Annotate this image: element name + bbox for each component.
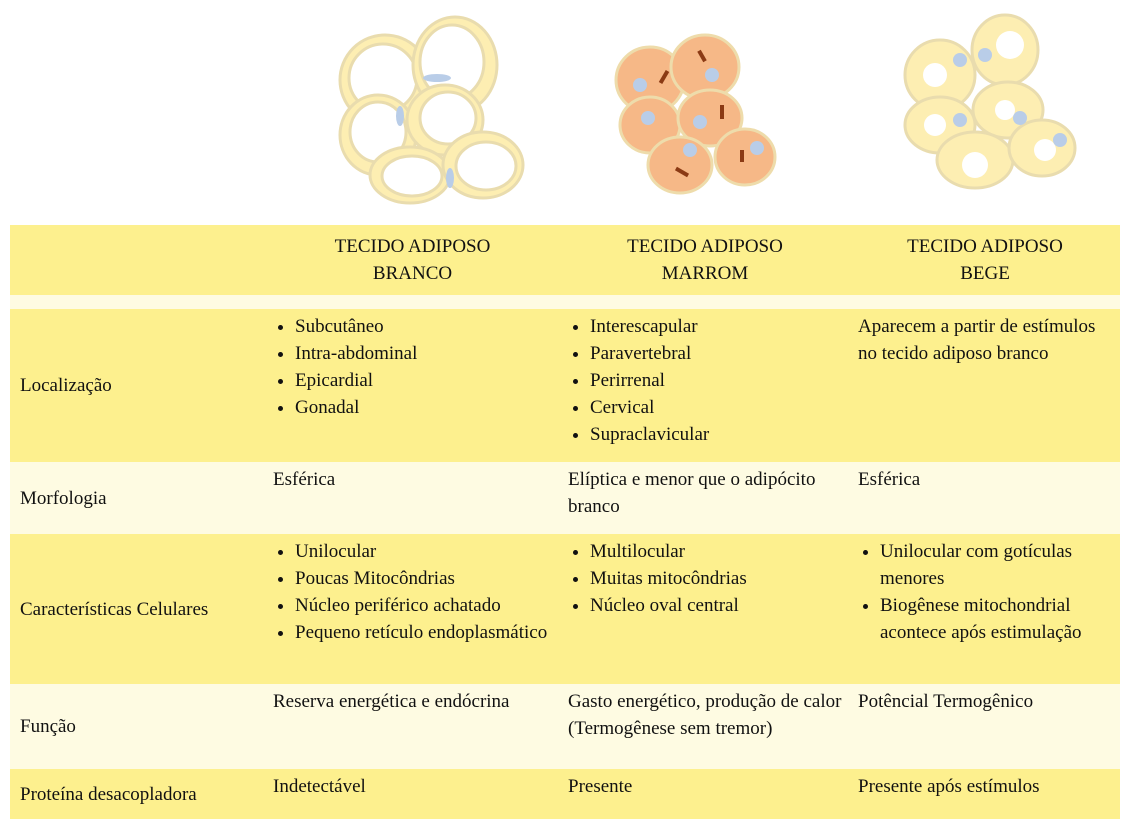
table-cell: Presente [560,769,850,819]
bullet-list: Unilocular com gotículas menoresBiogênes… [858,538,1112,646]
bullet-item: Multilocular [590,538,842,565]
row-label: Proteína desacopladora [10,769,265,819]
table-cell: Elíptica e menor que o adipócito branco [560,462,850,534]
table-cell: Gasto energético, produção de calor (Ter… [560,684,850,769]
bullet-item: Epicardial [295,367,552,394]
bullet-item: Núcleo oval central [590,592,842,619]
header-row: TECIDO ADIPOSO BRANCO TECIDO ADIPOSO MAR… [10,225,1120,295]
bullet-item: Pequeno retículo endoplasmático [295,619,552,646]
table-cell: InterescapularParavertebralPerirrenalCer… [560,309,850,462]
cell-text: Potêncial Termogênico [858,691,1034,712]
table-cell: Esférica [265,462,560,534]
row-label: Função [10,684,265,769]
table-cell: MultilocularMuitas mitocôndriasNúcleo ov… [560,534,850,684]
table-cell: SubcutâneoIntra-abdominalEpicardialGonad… [265,309,560,462]
table-cell: Esférica [850,462,1120,534]
row-label: Características Celulares [10,534,265,684]
table-cell: Unilocular com gotículas menoresBiogênes… [850,534,1120,684]
table-row: Características CelularesUnilocularPouca… [10,534,1120,684]
brown-adipocytes [614,33,777,195]
bullet-list: SubcutâneoIntra-abdominalEpicardialGonad… [273,313,552,421]
header-corner [10,225,265,295]
beige-adipocytes [903,13,1077,190]
bullet-item: Intra-abdominal [295,340,552,367]
table-cell: Indetectável [265,769,560,819]
table-row: LocalizaçãoSubcutâneoIntra-abdominalEpic… [10,309,1120,462]
bullet-item: Unilocular com gotículas menores [880,538,1112,592]
bullet-item: Gonadal [295,394,552,421]
bullet-item: Biogênese mitochondrial acontece após es… [880,592,1112,646]
bullet-item: Núcleo periférico achatado [295,592,552,619]
row-label: Localização [10,309,265,462]
table-cell: UnilocularPoucas MitocôndriasNúcleo peri… [265,534,560,684]
table-cell: Aparecem a partir de estímulos no tecido… [850,309,1120,462]
cell-text: Presente após estímulos [858,776,1040,797]
bullet-list: MultilocularMuitas mitocôndriasNúcleo ov… [568,538,842,619]
table-cell: Presente após estímulos [850,769,1120,819]
cell-illustrations [338,13,1077,205]
table-row: Proteína desacopladora Indetectável Presen… [10,769,1120,819]
comparison-table: TECIDO ADIPOSO BRANCO TECIDO ADIPOSO MAR… [10,225,1120,819]
cell-text: Presente [568,776,633,797]
cell-text: Aparecem a partir de estímulos no tecido… [858,316,1096,364]
header-cell: TECIDO ADIPOSO MARROM [560,225,850,295]
table-body: TECIDO ADIPOSO BRANCO TECIDO ADIPOSO MAR… [10,225,1120,819]
header-cell: TECIDO ADIPOSO BRANCO [265,225,560,295]
cell-text: Esférica [273,469,336,490]
bullet-item: Poucas Mitocôndrias [295,565,552,592]
bullet-item: Supraclavicular [590,421,842,448]
bullet-item: Subcutâneo [295,313,552,340]
table-row: Função Reserva energética e endócrina Gast… [10,684,1120,769]
header-cell: TECIDO ADIPOSO BEGE [850,225,1120,295]
cell-text: Indetectável [273,776,366,797]
table-cell: Reserva energética e endócrina [265,684,560,769]
white-adipocytes [338,15,525,205]
table-row: Morfologia Esférica Elíptica e menor que o… [10,462,1120,534]
cell-text: Reserva energética e endócrina [273,691,510,712]
bullet-item: Unilocular [295,538,552,565]
bullet-item: Cervical [590,394,842,421]
row-label: Morfologia [10,462,265,534]
bullet-list: UnilocularPoucas MitocôndriasNúcleo peri… [273,538,552,646]
bullet-item: Perirrenal [590,367,842,394]
bullet-item: Muitas mitocôndrias [590,565,842,592]
table-cell: Potêncial Termogênico [850,684,1120,769]
cell-text: Elíptica e menor que o adipócito branco [568,469,816,517]
bullet-list: InterescapularParavertebralPerirrenalCer… [568,313,842,448]
spacer-row [10,295,1120,309]
bullet-item: Paravertebral [590,340,842,367]
cell-text: Esférica [858,469,921,490]
bullet-item: Interescapular [590,313,842,340]
cell-text: Gasto energético, produção de calor (Ter… [568,691,842,739]
